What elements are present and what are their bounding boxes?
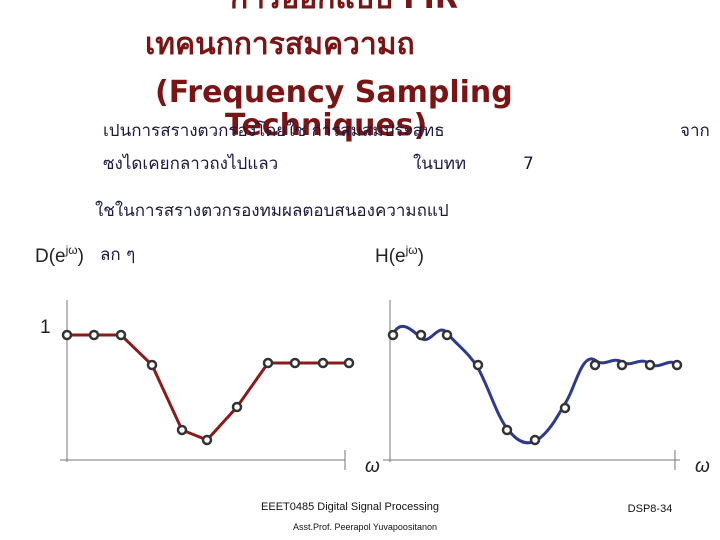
- x-label: ω: [365, 456, 380, 477]
- samples: [387, 329, 683, 446]
- title-line: การออกแบบ FIR: [230, 0, 458, 16]
- body-text: ซงไดเคยกลาวถงไปแลว: [103, 153, 278, 174]
- body-text: 7: [523, 154, 534, 174]
- body-text: จาก: [680, 121, 710, 141]
- title-line: (Frequency Sampling: [155, 75, 513, 110]
- footer-author: Asst.Prof. Peerapol Yuvapoositanon: [293, 522, 437, 532]
- body-text: ในบทท: [413, 153, 466, 174]
- x-label: ω: [695, 456, 710, 477]
- footer-page: DSP8-34: [628, 503, 673, 515]
- samples: [61, 329, 355, 446]
- y-label: 1: [40, 317, 51, 338]
- body-text: ใชในการสรางตวกรองทมผลตอบสนองความถแป: [95, 200, 449, 221]
- body-text: ลก ๆ: [100, 245, 135, 265]
- axes: [60, 300, 680, 470]
- title-line: เทคนกการสมความถ: [145, 27, 415, 62]
- plot-label: D(ejω): [35, 243, 84, 267]
- desired-response: [67, 333, 349, 442]
- footer-course: EEET0485 Digital Signal Processing: [261, 501, 439, 513]
- plot-label: H(ejω): [375, 243, 424, 267]
- actual-response: [391, 324, 678, 445]
- body-text: เปนการสรางตวกรองโดยใช การสมสมประสทธ: [103, 120, 445, 141]
- title-line: Techniques): [225, 108, 427, 143]
